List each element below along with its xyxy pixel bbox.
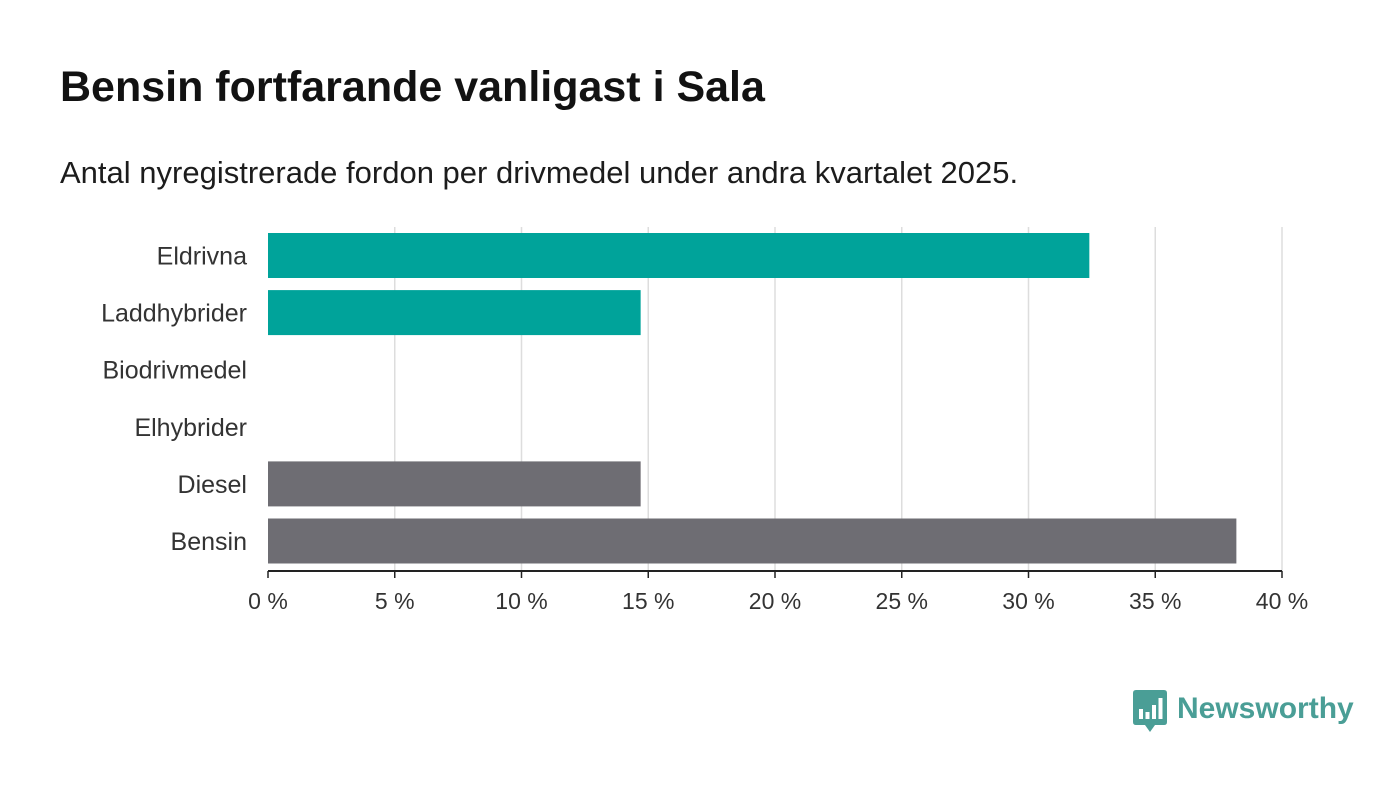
category-labels: Eldrivna Laddhybrider Biodrivmedel Elhybrid… (101, 243, 247, 557)
x-tick-label: 25 % (876, 588, 928, 614)
bar (268, 518, 1237, 564)
bar (268, 233, 1090, 278)
category-label: Eldrivna (157, 243, 247, 271)
x-tick-label: 15 % (622, 588, 674, 614)
bar (268, 461, 641, 507)
x-axis: 0 % 5 % 10 % 15 % 20 % 25 % 30 % 35 % 40 % (248, 570, 1308, 614)
brand-name: Newsworthy (1177, 692, 1354, 725)
category-label: Laddhybrider (101, 300, 247, 328)
x-tick-label: 40 % (1256, 588, 1308, 614)
x-tick-label: 0 % (248, 588, 288, 614)
bar (268, 290, 641, 336)
x-tick-label: 20 % (749, 588, 801, 614)
category-label: Elhybrider (134, 414, 247, 442)
chart-subtitle: Antal nyregistrerade fordon per drivmede… (60, 155, 1019, 190)
bars (268, 233, 1237, 564)
x-tick-label: 5 % (375, 588, 415, 614)
brand-logo: Newsworthy (1133, 690, 1354, 734)
bar-chart: Eldrivna Laddhybrider Biodrivmedel Elhybrid… (101, 227, 1308, 614)
x-tick-label: 30 % (1002, 588, 1054, 614)
gridlines (394, 227, 1283, 571)
category-label: Diesel (178, 471, 247, 499)
x-tick-label: 35 % (1129, 588, 1181, 614)
newsworthy-logo-icon (1133, 690, 1167, 732)
category-label: Bensin (171, 528, 247, 556)
category-label: Biodrivmedel (102, 357, 247, 385)
x-tick-label: 10 % (495, 588, 547, 614)
chart-title: Bensin fortfarande vanligast i Sala (60, 63, 765, 111)
